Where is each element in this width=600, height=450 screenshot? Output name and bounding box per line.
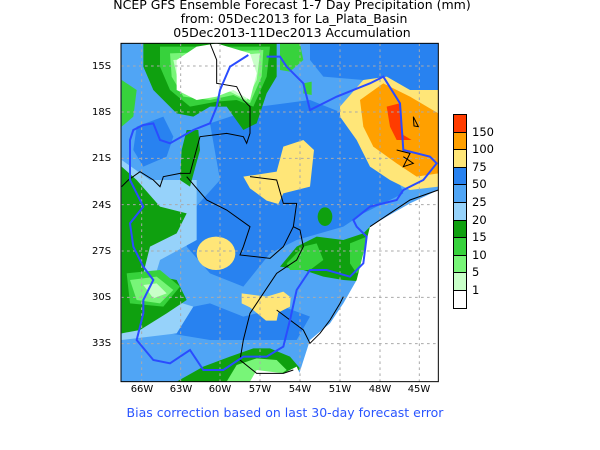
lat-label-24s: 24S (92, 200, 112, 211)
ocean-no-data (296, 189, 439, 382)
field-75-west (196, 236, 236, 270)
field-75-south (241, 291, 291, 321)
field-15-northeast-spot (279, 43, 312, 95)
lat-label-21s: 21S (92, 153, 112, 164)
legend-swatch (453, 237, 467, 256)
basin-boundary (128, 54, 439, 371)
legend-swatch (453, 149, 467, 168)
legend-swatch (453, 114, 467, 133)
legend-label: 75 (472, 159, 487, 174)
legend-label: 50 (472, 177, 487, 192)
map-frame (120, 42, 439, 383)
legend-label: 150 (472, 124, 494, 139)
country-borders (121, 43, 439, 374)
legend-label: 25 (472, 195, 487, 209)
legend-swatch (453, 202, 467, 221)
legend-label: 20 (472, 212, 487, 227)
legend-label: 10 (472, 247, 487, 262)
lon-label-51w: 51W (328, 384, 352, 395)
lat-label-18s: 18S (92, 107, 112, 118)
lon-label-45w: 45W (407, 384, 431, 395)
lon-label-48w: 48W (368, 384, 392, 395)
field-10-west (121, 79, 180, 307)
lat-label-30s: 30S (92, 292, 112, 303)
chart-title: NCEP GFS Ensemble Forecast 1-7 Day Preci… (113, 0, 471, 12)
field-15-northwest-strip (179, 129, 200, 187)
field-50-center (186, 99, 404, 287)
lat-label-33s: 33S (92, 338, 112, 349)
legend-swatch (453, 131, 467, 151)
field-10-east-band (286, 236, 370, 274)
field-50-west (133, 116, 174, 167)
lon-label-57w: 57W (248, 384, 272, 395)
chart-subtitle-from: from: 05Dec2013 for La_Plata_Basin (180, 11, 408, 26)
field-15-spot (317, 207, 333, 226)
lat-label-27s: 27S (92, 246, 112, 257)
legend-swatch (453, 254, 467, 274)
chart-subtitle-period: 05Dec2013-11Dec2013 Accumulation (173, 25, 411, 40)
legend-swatch (453, 166, 467, 186)
field-75-center (243, 139, 314, 204)
lon-label-60w: 60W (208, 384, 232, 395)
land-south-no-data (249, 366, 304, 382)
lon-label-63w: 63W (169, 384, 193, 395)
lat-label-15s: 15S (92, 61, 112, 72)
legend-label: 15 (472, 230, 487, 245)
bias-correction-note: Bias correction based on last 30-day for… (126, 405, 444, 420)
field-150-northeast (386, 103, 412, 140)
lon-label-54w: 54W (288, 384, 312, 395)
legend-label: 5 (472, 265, 480, 280)
legend-label: 100 (472, 142, 494, 157)
legend-swatch (453, 219, 467, 239)
lon-label-66w: 66W (130, 384, 154, 395)
legend-swatch (453, 290, 467, 309)
field-50-northeast (309, 43, 439, 94)
legend-label: 1 (472, 283, 480, 297)
legend-swatch (453, 184, 467, 203)
legend-swatch (453, 272, 467, 291)
